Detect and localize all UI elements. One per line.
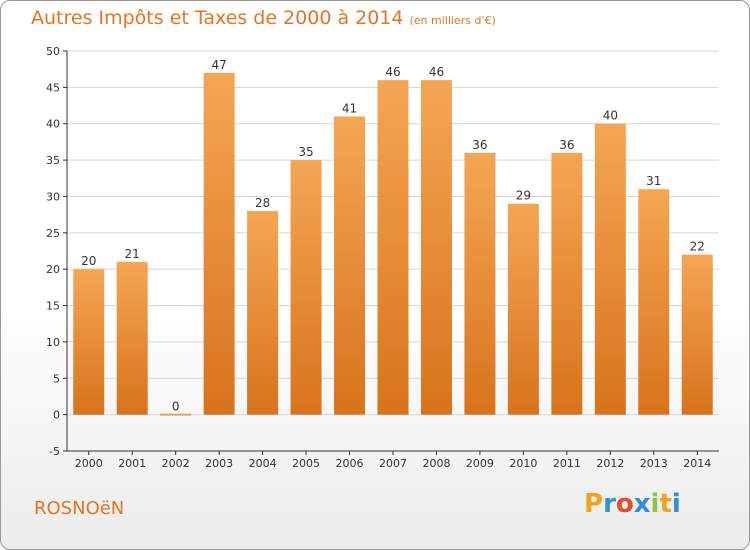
x-tick-label: 2001 [118,457,146,470]
bar [73,269,105,415]
y-tick-label: 35 [46,154,60,167]
bar [160,413,192,416]
y-tick-label: 5 [53,372,60,385]
y-tick-label: 40 [46,118,60,131]
bar-value-label: 47 [211,58,226,72]
proxiti-logo: Proxiti [584,489,681,519]
bar [334,116,366,415]
bar-value-label: 28 [255,196,270,210]
y-tick-label: 25 [46,227,60,240]
y-tick-label: 0 [53,409,60,422]
bar [203,72,235,415]
bar [551,152,583,415]
bar-value-label: 22 [690,240,705,254]
y-tick-label: 30 [46,190,60,203]
x-tick-label: 2007 [379,457,407,470]
bar-value-label: 0 [172,400,180,414]
x-tick-label: 2011 [553,457,581,470]
y-tick-label: 10 [46,336,60,349]
x-tick-label: 2012 [596,457,624,470]
x-tick-label: 2010 [509,457,537,470]
bar-value-label: 46 [429,65,444,79]
chart-subtitle: (en milliers d'€) [409,14,496,27]
x-tick-label: 2008 [422,457,450,470]
bar-value-label: 40 [603,109,618,123]
x-tick-label: 2004 [249,457,277,470]
logo-letter: r [603,489,616,519]
x-tick-label: 2005 [292,457,320,470]
bar [116,261,148,415]
bar-value-label: 29 [516,189,531,203]
bar-value-label: 31 [646,174,661,188]
logo-letter: t [659,489,672,519]
bar [247,211,279,415]
commune-name: ROSNOëN [34,498,125,519]
x-tick-label: 2002 [162,457,190,470]
y-tick-label: 50 [46,45,60,58]
logo-letter: P [584,489,604,519]
bar-value-label: 36 [472,138,487,152]
x-tick-label: 2006 [336,457,364,470]
bar [377,80,409,415]
y-tick-label: -5 [49,445,60,458]
bar [507,203,539,415]
bar [290,160,322,415]
x-tick-label: 2009 [466,457,494,470]
x-tick-label: 2013 [640,457,668,470]
bar [464,152,496,415]
logo-letter: o [615,489,634,519]
bar-value-label: 41 [342,101,357,115]
bar-value-label: 35 [298,145,313,159]
bar [681,254,713,415]
chart-title-text: Autres Impôts et Taxes de 2000 à 2014 [31,7,404,29]
logo-letter: i [650,489,660,519]
y-tick-label: 20 [46,263,60,276]
bar-value-label: 36 [559,138,574,152]
bar [420,80,452,415]
y-tick-label: 45 [46,81,60,94]
bar [594,123,626,415]
y-tick-label: 15 [46,300,60,313]
chart-title: Autres Impôts et Taxes de 2000 à 2014 (en… [31,7,496,29]
bar [638,189,670,415]
x-tick-label: 2003 [205,457,233,470]
logo-letter: x [633,489,651,519]
logo-letter: i [671,489,681,519]
x-tick-label: 2000 [75,457,103,470]
bar-value-label: 46 [385,65,400,79]
x-tick-label: 2014 [683,457,711,470]
bar-value-label: 20 [81,254,96,268]
bar-value-label: 21 [125,247,140,261]
